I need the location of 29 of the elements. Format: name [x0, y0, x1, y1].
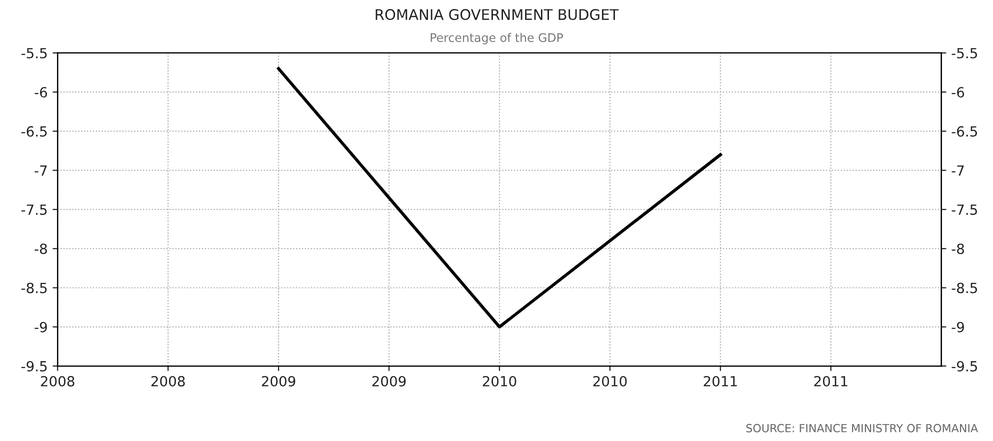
- y-tick-label: -7.5: [21, 204, 47, 215]
- x-tick-label: 2010: [593, 376, 627, 387]
- y2-tick-label: -6: [952, 87, 964, 98]
- y2-tick-label: -5.5: [952, 48, 977, 58]
- y-tick-label: -6.5: [21, 126, 47, 137]
- y-tick-label: -8.5: [21, 282, 47, 294]
- chart-title: ROMANIA GOVERNMENT BUDGET: [376, 9, 619, 20]
- x-tick-label: 2009: [262, 376, 296, 387]
- y2-tick-label: -9.5: [952, 361, 977, 372]
- y-tick-label: -9.5: [21, 361, 47, 372]
- y2-tick-label: -9: [952, 322, 964, 332]
- y2-tick-label: -8.5: [952, 282, 977, 294]
- y-tick-label: -9: [34, 322, 47, 332]
- y-tick-label: -5.5: [21, 48, 47, 58]
- x-tick-label: 2011: [704, 376, 737, 387]
- y-tick-label: -6: [34, 87, 47, 98]
- x-tick-label: 2011: [814, 376, 848, 387]
- x-tick-label: 2008: [151, 376, 185, 387]
- chart-subtitle: Percentage of the GDP: [430, 32, 563, 44]
- y2-tick-label: -6.5: [952, 126, 977, 137]
- y2-tick-label: -7.5: [952, 204, 977, 215]
- y-tick-label: -8: [34, 244, 47, 254]
- y-tick-label: -7: [34, 165, 47, 176]
- y2-tick-label: -8: [952, 244, 964, 254]
- x-tick-label: 2008: [40, 376, 74, 387]
- y2-tick-label: -7: [952, 165, 964, 176]
- x-tick-label: 2010: [482, 376, 516, 387]
- source-note: SOURCE: FINANCE MINISTRY OF ROMANIA: [746, 424, 978, 432]
- x-tick-label: 2009: [372, 376, 406, 387]
